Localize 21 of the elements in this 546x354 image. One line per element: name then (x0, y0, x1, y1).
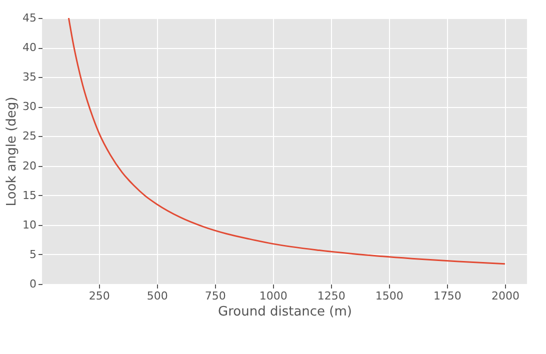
y-tick-label: 15 (22, 188, 36, 202)
y-tick-label: 0 (30, 278, 36, 290)
y-tick-label: 35 (22, 70, 36, 84)
y-tick-label: 45 (22, 12, 36, 24)
x-axis-title: Ground distance (m) (218, 304, 352, 320)
x-tick-label: 1000 (259, 290, 288, 302)
x-tick-label: 500 (146, 290, 168, 302)
y-tick-label: 30 (22, 100, 36, 114)
x-tick-label: 1500 (375, 290, 404, 302)
y-tick-label: 40 (22, 41, 36, 54)
x-tick-label: 750 (204, 290, 226, 302)
x-tick-label: 1250 (317, 290, 346, 302)
x-tick-label: 2000 (491, 290, 520, 302)
x-tick-label: 1750 (433, 290, 462, 302)
y-tick-label: 10 (22, 218, 36, 232)
line-series (68, 18, 506, 265)
x-tick-label: 250 (88, 290, 110, 302)
y-tick-label: 5 (30, 248, 36, 261)
y-tick-label: 20 (22, 159, 36, 172)
y-tick-label: 25 (22, 130, 36, 143)
y-axis-title: Look angle (deg) (4, 96, 20, 206)
